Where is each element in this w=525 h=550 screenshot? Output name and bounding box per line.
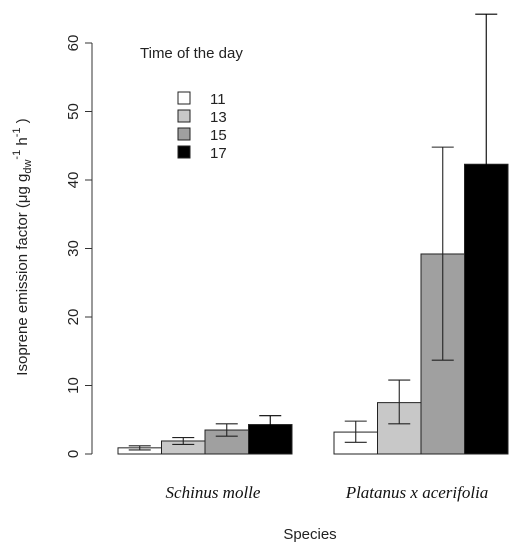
x-axis-title: Species xyxy=(283,526,336,543)
category-label: Platanus x acerifolia xyxy=(345,483,489,502)
legend-swatch xyxy=(177,127,191,141)
y-tick-label: 40 xyxy=(65,172,82,189)
y-axis-title: Isoprene emission factor (μg gdw-1 h-1 ) xyxy=(11,118,34,375)
legend-label: 13 xyxy=(210,109,227,126)
category-label: Schinus molle xyxy=(166,483,261,502)
y-axis-title-h: h xyxy=(14,137,31,150)
legend-label: 15 xyxy=(210,127,227,144)
category-labels: Schinus molle Platanus x acerifolia xyxy=(166,483,489,502)
error-bars xyxy=(128,13,498,451)
y-tick-label: 20 xyxy=(65,309,82,326)
y-tick-label: 50 xyxy=(65,103,82,120)
legend-title: Time of the day xyxy=(140,45,243,62)
legend-swatch xyxy=(177,91,191,105)
legend-label: 17 xyxy=(210,145,227,162)
y-tick-label: 0 xyxy=(65,450,82,458)
y-tick-label: 60 xyxy=(65,35,82,52)
y-axis: 0 10 20 30 40 50 60 xyxy=(65,35,93,458)
y-axis-title-sup1: -1 xyxy=(11,150,23,160)
legend-label: 11 xyxy=(210,91,226,108)
legend-swatch xyxy=(177,109,191,123)
y-tick-label: 30 xyxy=(65,240,82,257)
y-axis-title-sup2: -1 xyxy=(11,127,23,137)
y-tick-label: 10 xyxy=(65,377,82,394)
legend-swatch xyxy=(177,145,191,159)
bars xyxy=(117,163,509,455)
y-axis-title-main: Isoprene emission factor (μg g xyxy=(14,174,31,376)
y-axis-title-sub: dw xyxy=(22,159,34,173)
y-axis-title-close: ) xyxy=(14,118,31,127)
